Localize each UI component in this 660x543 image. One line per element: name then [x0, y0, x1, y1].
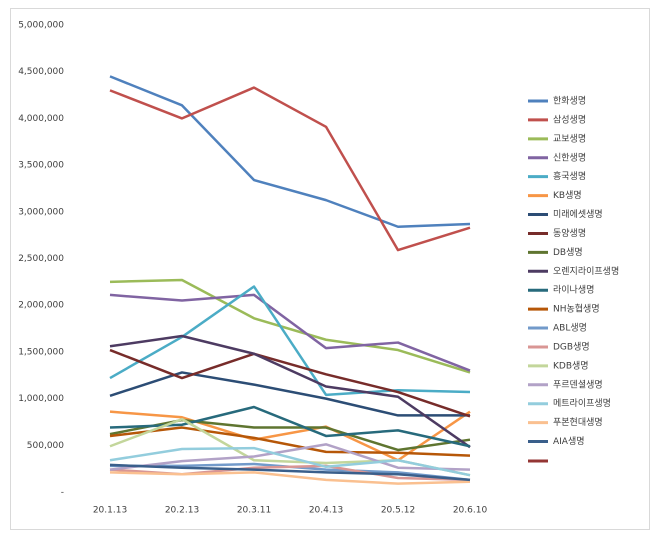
legend-label: 동양생명 [553, 228, 586, 239]
series-line [109, 293, 471, 372]
legend-label: 흥국생명 [553, 170, 586, 182]
x-tick-label: 20.2.13 [165, 506, 199, 516]
legend-label: 오렌지라이프생명 [553, 266, 619, 277]
legend-label: 푸르덴셜생명 [553, 379, 603, 390]
series-line [109, 443, 471, 471]
legend-label: 한화생명 [553, 96, 586, 107]
x-tick-label: 20.1.13 [93, 506, 127, 516]
y-tick-label: 4,000,000 [18, 114, 64, 124]
y-tick-label: - [61, 488, 64, 498]
series-line [109, 446, 471, 477]
legend-label: KB생명 [553, 190, 582, 201]
series-line [109, 426, 471, 457]
legend-label: 푸본현대생명 [553, 417, 603, 428]
y-tick-label: 3,000,000 [18, 207, 64, 217]
y-tick-label: 1,000,000 [18, 394, 64, 404]
y-tick-label: 2,500,000 [18, 254, 64, 264]
y-tick-label: 4,500,000 [18, 67, 64, 77]
series-line [109, 75, 471, 228]
legend-label: 라이나생명 [553, 285, 594, 296]
legend-label: AIA생명 [553, 436, 585, 447]
series-line [109, 278, 471, 374]
series-line [109, 86, 471, 252]
x-tick-label: 20.4.13 [309, 506, 343, 516]
y-tick-label: 5,000,000 [18, 21, 64, 31]
legend-label: DB생명 [553, 247, 583, 258]
series-line [109, 405, 471, 448]
series-line [109, 371, 470, 417]
x-tick-label: 20.6.10 [453, 506, 488, 516]
legend-label: NH농협생명 [553, 303, 600, 315]
series-line [109, 348, 471, 418]
y-tick-label: 3,500,000 [18, 161, 64, 171]
legend-label: KDB생명 [553, 360, 589, 371]
y-tick-label: 500,000 [27, 441, 64, 451]
series-line [109, 471, 471, 485]
series-line [109, 285, 471, 397]
legend-label: 미래에셋생명 [553, 209, 603, 220]
series-line [109, 463, 471, 482]
legend-label: 신한생명 [553, 152, 586, 163]
legend-label: 삼성생명 [553, 114, 586, 125]
y-tick-label: 1,500,000 [18, 347, 64, 357]
y-tick-label: 2,000,000 [18, 301, 64, 311]
legend-label: 메트라이프생명 [553, 398, 611, 409]
legend-label: DGB생명 [553, 341, 590, 352]
x-tick-label: 20.5.12 [381, 506, 415, 516]
legend-label: 교보생명 [553, 133, 586, 144]
x-tick-label: 20.3.11 [237, 506, 271, 516]
legend-label: ABL생명 [553, 323, 587, 334]
series-line [109, 334, 471, 449]
